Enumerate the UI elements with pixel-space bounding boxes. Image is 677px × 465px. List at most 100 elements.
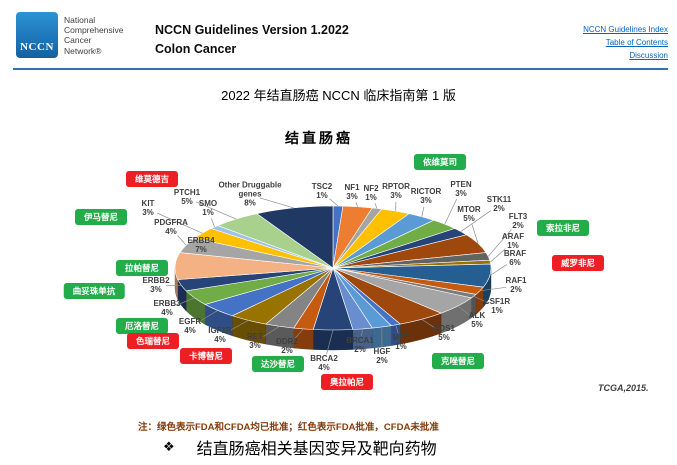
leader-line [326,329,334,355]
gene-label-csf1r: CSF1R 1% [483,297,511,315]
pie-slice [332,213,435,269]
gene-label-ros1: ROS1 5% [433,324,455,342]
brand-line: Network® [64,45,102,56]
drug-label-green-3: 索拉非尼 [536,220,590,236]
pie-slice [174,252,334,280]
link-guidelines-index[interactable]: NCCN Guidelines Index [583,25,668,34]
pie-slice [265,267,334,329]
pie-slice [177,267,334,292]
pie-slice [312,267,354,331]
pie-slice [332,205,373,269]
pie-slice [231,267,334,325]
gene-label-brca1: BRCA1 2% [346,336,374,354]
pie-slice [193,228,334,269]
gene-label-brca2: BRCA2 4% [310,354,338,372]
chart-title: 结直肠癌 [285,130,353,146]
chinese-subtitle: 2022 年结直肠癌 NCCN 临床指南第 1 版 [221,88,456,103]
pie-slice [332,263,492,288]
pie-slice [332,208,410,269]
brand-line: Cancer [64,35,92,46]
gene-label-raf1: RAF1 2% [505,276,527,294]
gene-label-tsc2: TSC2 1% [311,182,333,200]
header-divider [13,68,668,70]
drug-label-red-8: 色瑞替尼 [126,333,180,349]
pie-slice [332,267,484,295]
gene-label-egfr: EGFR 4% [178,317,202,335]
leader-line [211,218,215,228]
drug-label-green-5: 拉帕替尼 [115,260,169,276]
drug-label-green-10: 达沙替尼 [251,356,305,372]
slide-caption: ❖ 结直肠癌相关基因变异及靶向药物 [163,435,437,459]
guidelines-title-line2: Colon Cancer [155,41,237,56]
gene-label-kit: KIT 3% [141,199,155,217]
nccn-logo: NCCN [16,12,58,58]
drug-label-red-4: 威罗非尼 [551,255,605,271]
nccn-logo-text: NCCN [20,41,54,53]
gene-label-other-druggable-genes: Other Druggable genes 8% [218,180,282,208]
pie-slice [204,267,334,317]
gene-label-alk: ALK 5% [468,311,486,329]
gene-label-mtor: MTOR 5% [457,205,481,223]
leader-line [177,235,187,246]
gene-label-flt3: FLT3 2% [508,212,528,230]
pie-slice [332,228,468,269]
leader-line [263,326,280,337]
nccn-brand-text: National Comprehensive Cancer Network® [64,15,124,56]
leader-line [479,286,507,292]
pie-slice [332,267,373,330]
pie-slice [332,234,487,269]
diamond-bullet-icon: ❖ [163,439,175,454]
drug-label-green-0: 依维莫司 [413,154,467,170]
pie-slice [332,267,477,299]
pie-slice [332,205,344,269]
gene-label-ptch1: PTCH1 5% [173,188,201,206]
gene-label-araf: ARAF 1% [501,232,525,250]
gene-label-ret: RET 3% [247,332,263,350]
pie-slice [210,225,334,269]
leader-line [198,310,219,323]
gene-label-pdgfra: PDGFRA 4% [154,218,188,236]
gene-label-nf1: NF1 3% [344,183,360,201]
pie-slice-wall [174,267,178,300]
brand-line: Comprehensive [64,25,124,36]
pie-slice [217,213,334,269]
pie-slice-wall [372,325,392,349]
pie-slice [332,267,401,326]
gene-label-erbb3: ERBB3 4% [153,299,181,317]
drug-label-red-11: 奥拉帕尼 [320,374,374,390]
leader-line [361,328,363,337]
gene-label-hgf: HGF 2% [373,347,391,365]
leader-line [471,224,479,244]
pie-slice [332,267,473,314]
gene-label-erbb2: ERBB2 3% [142,276,170,294]
gene-label-ddr2: DDR2 2% [276,337,298,355]
gene-label-met: MET 1% [392,333,410,351]
leader-line [421,206,425,217]
pie-slice [332,267,442,325]
gene-label-pten: PTEN 3% [450,180,472,198]
leader-line [444,198,458,225]
header-links: NCCN Guidelines Index Table of Contents … [583,24,668,62]
gene-label-rptor: RPTOR 3% [382,182,410,200]
pie-slice [332,252,491,269]
caption-text: 结直肠癌相关基因变异及靶向药物 [196,441,437,458]
link-discussion[interactable]: Discussion [629,50,668,60]
leader-line [457,305,470,316]
pie-slice [293,267,334,330]
gene-label-braf: BRAF 6% [503,249,527,267]
gene-label-stk11: STK11 2% [486,195,512,213]
data-source: TCGA,2015. [598,383,649,393]
drug-label-red-1: 维莫德吉 [125,171,179,187]
drug-label-green-2: 伊马替尼 [74,209,128,225]
brand-line: National [64,15,96,25]
drug-label-red-9: 卡博替尼 [179,348,233,364]
color-legend-note: 注：绿色表示FDA和CFDA均已批准；红色表示FDA批准，CFDA未批准 [138,422,439,433]
link-table-of-contents[interactable]: Table of Contents [605,37,668,47]
gene-label-nf2: NF2 1% [363,184,379,202]
drug-label-green-6: 曲妥珠单抗 [63,283,125,299]
gene-label-igf1r: IGF1R 4% [208,326,232,344]
pie-slice [332,259,492,269]
pie-slice [332,267,392,329]
guidelines-title-line1: NCCN Guidelines Version 1.2022 [155,23,349,37]
